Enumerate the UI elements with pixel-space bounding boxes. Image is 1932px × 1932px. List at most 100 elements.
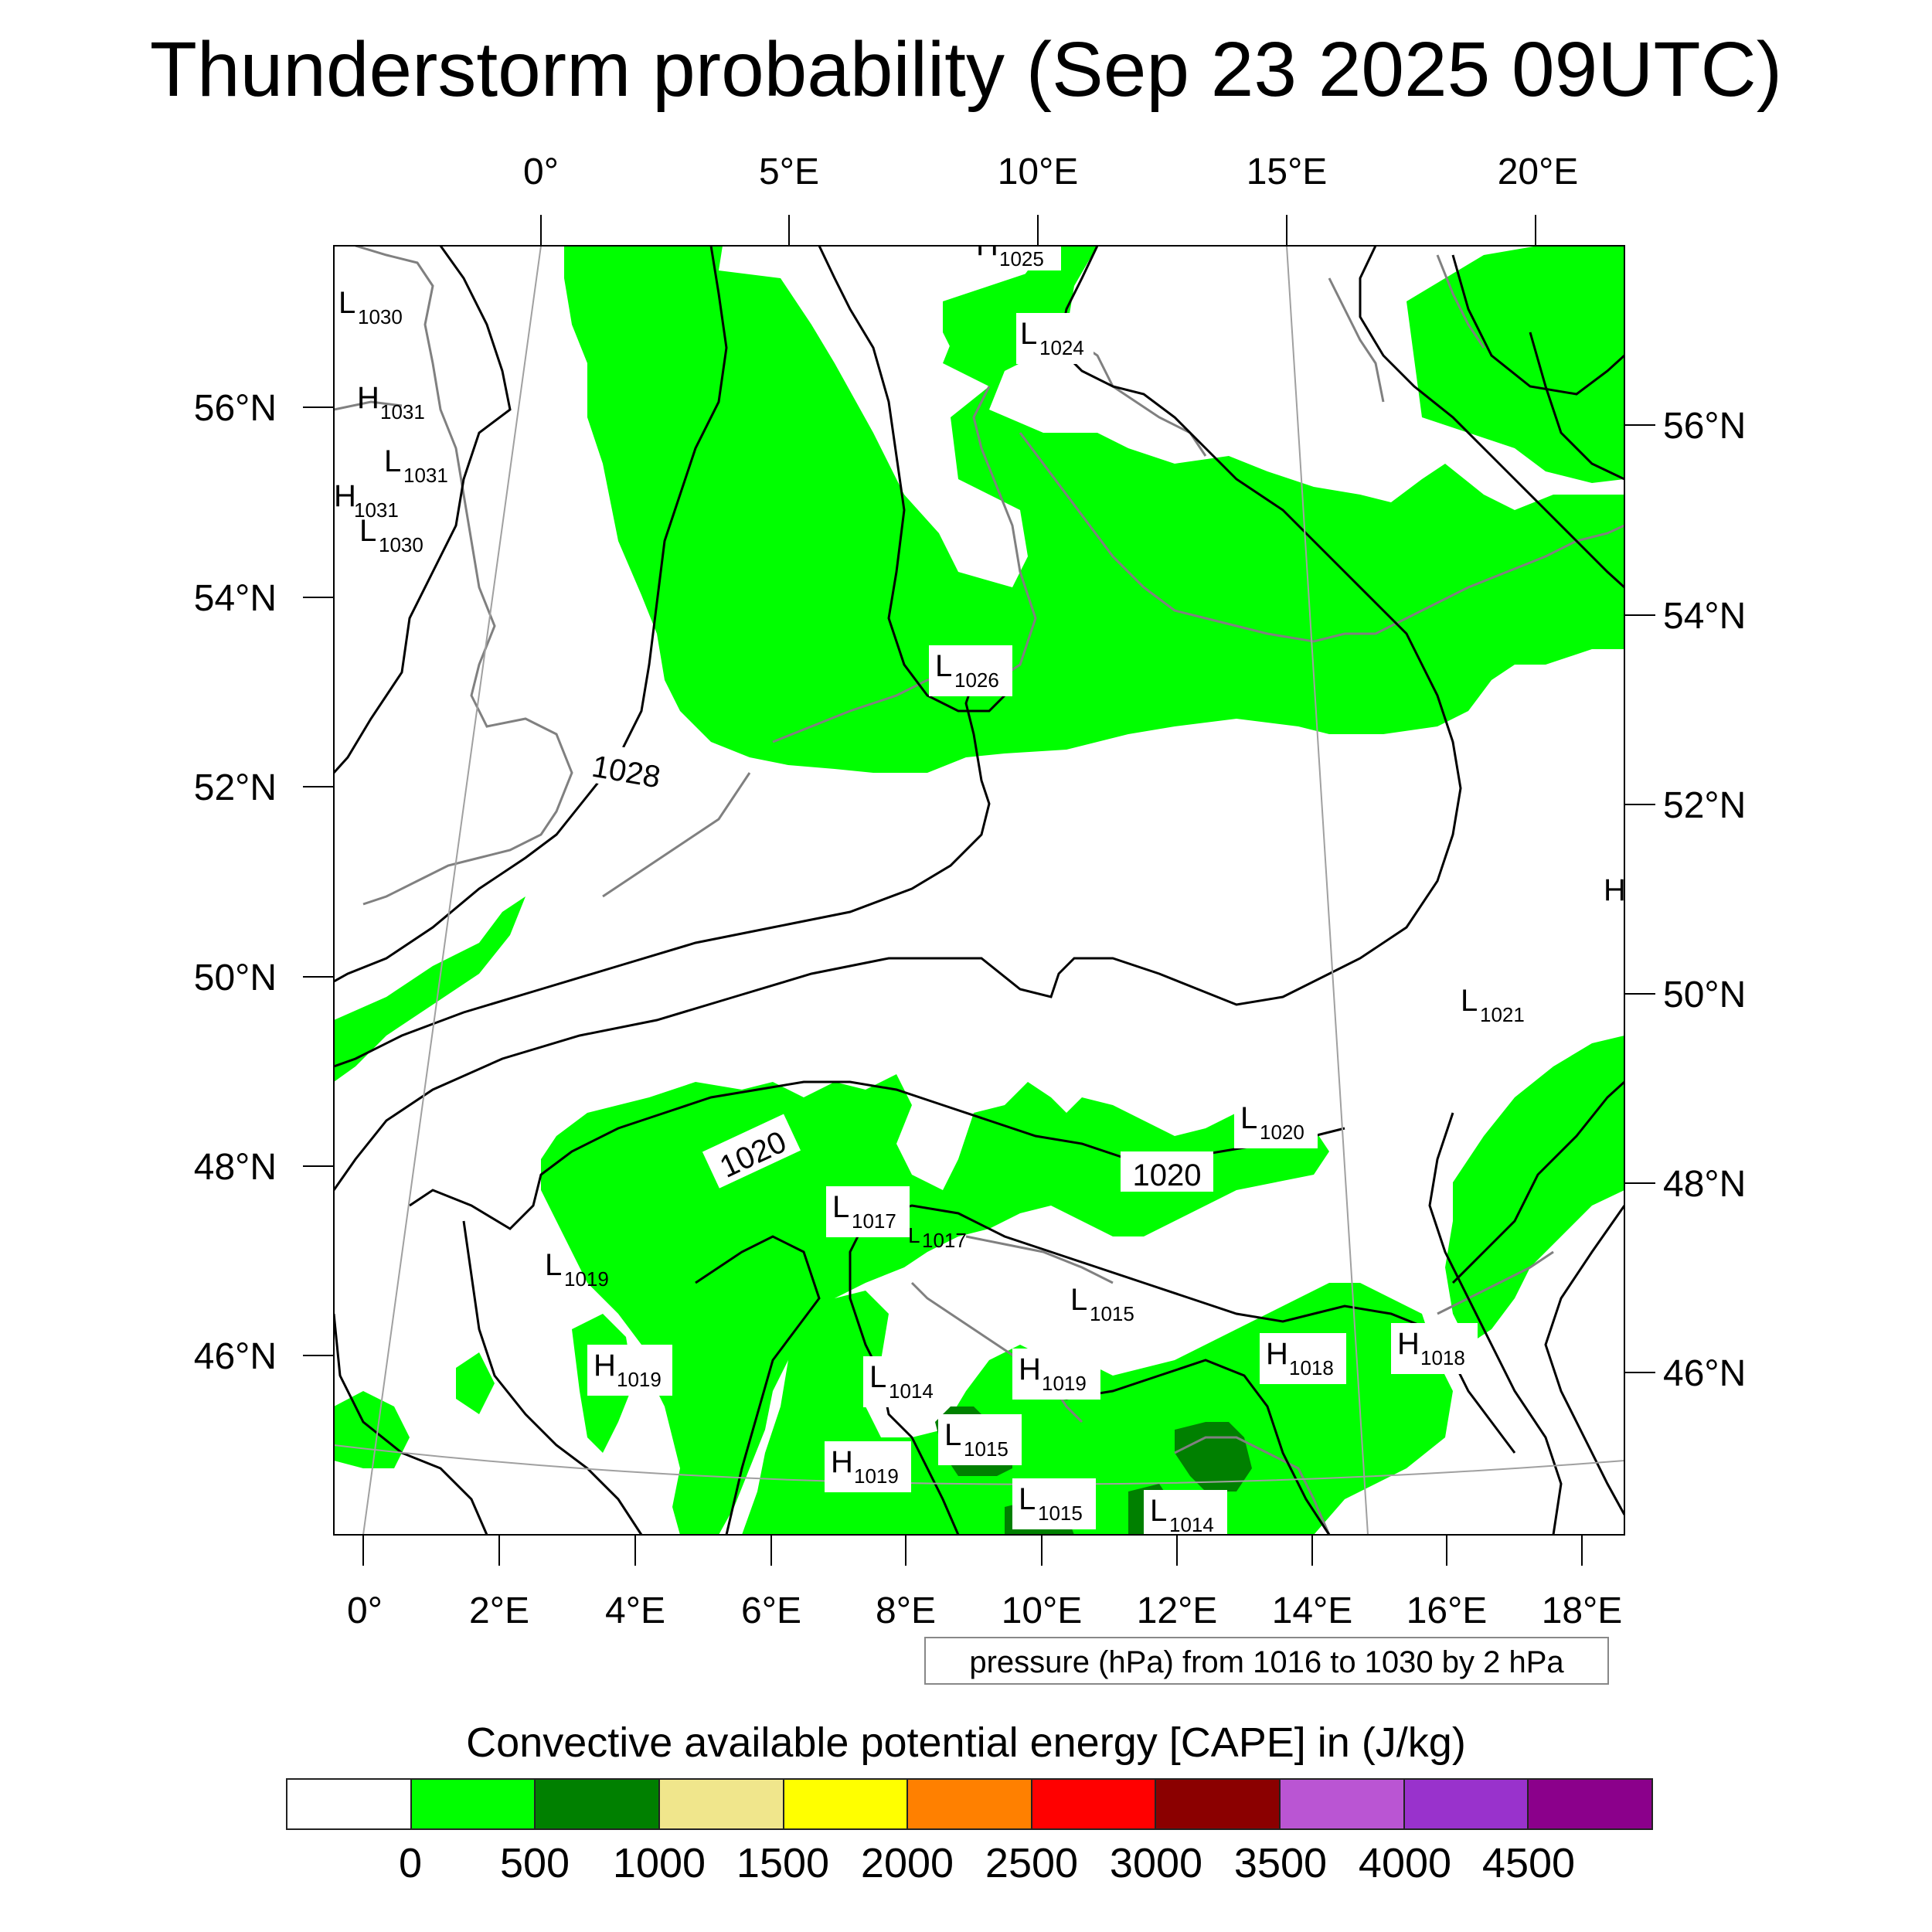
colorbar-swatch <box>1156 1780 1281 1828</box>
pressure-system-value: 1014 <box>889 1379 934 1403</box>
pressure-system-value: 1019 <box>1042 1372 1087 1395</box>
lon-label: 10°E <box>1002 1590 1083 1631</box>
pressure-system-value: 1020 <box>1260 1121 1304 1144</box>
lat-label: 48°N <box>1663 1164 1746 1205</box>
pressure-system-type: H <box>976 228 998 262</box>
pressure-system-value: 1014 <box>1169 1513 1214 1536</box>
graticule <box>334 246 1624 1535</box>
pressure-system-value: 1030 <box>358 305 403 328</box>
colorbar-swatch <box>1404 1780 1529 1828</box>
pressure-system-value: 1019 <box>617 1368 662 1391</box>
right-lat-labels: 56°N 54°N 52°N 50°N 48°N 46°N <box>1663 406 1746 1394</box>
pressure-system-type: L <box>908 1223 920 1247</box>
plot-frame <box>333 245 1625 1536</box>
pressure-system-labels: H 1025 L 1030 H 1031 L 1031 H 1031 L 103… <box>334 228 1626 1536</box>
lon-label: 16°E <box>1406 1590 1488 1631</box>
colorbar-tick-labels: 0 500 1000 1500 2000 2500 3000 3500 4000… <box>0 1839 1932 1901</box>
pressure-system-type: H <box>1604 873 1626 907</box>
colorbar-swatch <box>536 1780 660 1828</box>
colorbar-tick-label: 3000 <box>1109 1840 1203 1886</box>
lon-label: 14°E <box>1272 1590 1353 1631</box>
pressure-system-type: L <box>1020 317 1037 351</box>
pressure-system-value: 1025 <box>999 247 1044 270</box>
pressure-system-value: 1017 <box>852 1209 896 1233</box>
pressure-system-value: 1024 <box>1039 336 1084 359</box>
pressure-system-type: L <box>935 649 952 683</box>
pressure-system-value: 1031 <box>403 464 448 487</box>
pressure-system-value: 1019 <box>854 1464 899 1488</box>
colorbar-swatch <box>1281 1780 1405 1828</box>
lon-label: 2°E <box>469 1590 529 1631</box>
lat-label: 46°N <box>194 1336 277 1377</box>
colorbar-swatch <box>659 1780 784 1828</box>
lat-label: 50°N <box>1663 975 1746 1015</box>
colorbar-tick-label: 2500 <box>985 1840 1079 1886</box>
top-lon-labels: 0° 5°E 10°E 15°E 20°E <box>523 151 1578 192</box>
colorbar-tick-label: 1500 <box>736 1840 830 1886</box>
pressure-system-type: L <box>338 286 355 320</box>
lon-label: 10°E <box>998 151 1079 192</box>
colorbar <box>286 1778 1653 1830</box>
isobar-label-1020-b: 1020 <box>1133 1158 1202 1192</box>
pressure-system-value: 1015 <box>1038 1502 1083 1525</box>
pressure-system-value: 1018 <box>1420 1346 1465 1369</box>
colorbar-swatch <box>1529 1780 1652 1828</box>
pressure-system-type: L <box>545 1248 562 1282</box>
pressure-contour-note: pressure (hPa) from 1016 to 1030 by 2 hP… <box>924 1637 1609 1685</box>
lat-label: 50°N <box>194 957 277 998</box>
lon-label: 0° <box>523 151 559 192</box>
pressure-system-type: H <box>831 1445 853 1479</box>
pressure-system-type: H <box>594 1349 616 1383</box>
colorbar-swatch <box>411 1780 536 1828</box>
lon-label: 4°E <box>605 1590 665 1631</box>
lat-label: 56°N <box>194 388 277 429</box>
lon-label: 0° <box>347 1590 383 1631</box>
colorbar-tick-label: 1000 <box>612 1840 706 1886</box>
pressure-system-type: L <box>1019 1482 1036 1516</box>
plot-area: 1028 1020 1020 H 1025 L 1030 H <box>334 228 1626 1536</box>
pressure-system-value: 1017 <box>922 1229 967 1252</box>
pressure-system-type: L <box>384 444 401 478</box>
pressure-system-type: L <box>869 1360 886 1394</box>
lat-label: 48°N <box>194 1147 277 1188</box>
lat-label: 54°N <box>194 578 277 619</box>
lon-label: 8°E <box>876 1590 936 1631</box>
colorbar-tick-label: 500 <box>499 1840 570 1886</box>
lon-label: 6°E <box>741 1590 801 1631</box>
colorbar-swatch <box>784 1780 909 1828</box>
colorbar-swatch <box>287 1780 412 1828</box>
pressure-system-value: 1031 <box>354 498 399 522</box>
pressure-system-type: L <box>359 514 376 548</box>
lon-label: 5°E <box>759 151 819 192</box>
colorbar-tick-label: 2000 <box>860 1840 954 1886</box>
lat-label: 56°N <box>1663 406 1746 447</box>
coastlines <box>334 246 1624 1535</box>
pressure-system-type: H <box>334 479 356 513</box>
pressure-system-value: 1019 <box>564 1267 609 1291</box>
lon-label: 12°E <box>1137 1590 1218 1631</box>
tick-marks <box>303 215 1655 1566</box>
lat-label: 52°N <box>194 767 277 808</box>
pressure-system-type: L <box>1461 984 1478 1018</box>
pressure-system-type: L <box>944 1418 961 1452</box>
bottom-lon-labels: 0° 2°E 4°E 6°E 8°E 10°E 12°E 14°E 16°E 1… <box>347 1590 1622 1631</box>
colorbar-tick-label: 3500 <box>1233 1840 1328 1886</box>
lat-label: 52°N <box>1663 785 1746 826</box>
pressure-system-value: 1018 <box>1289 1356 1334 1379</box>
colorbar-title: Convective available potential energy [C… <box>466 1719 1466 1766</box>
colorbar-tick-label: 4500 <box>1481 1840 1576 1886</box>
pressure-system-value: 1026 <box>954 668 999 692</box>
lon-label: 18°E <box>1542 1590 1623 1631</box>
pressure-system-type: L <box>832 1190 849 1224</box>
lon-label: 15°E <box>1247 151 1328 192</box>
pressure-system-type: L <box>1070 1283 1087 1317</box>
pressure-system-type: H <box>1266 1337 1288 1371</box>
colorbar-tick-label: 0 <box>398 1840 423 1886</box>
pressure-system-value: 1015 <box>964 1437 1009 1461</box>
pressure-system-type: L <box>1240 1101 1257 1135</box>
colorbar-tick-label: 4000 <box>1358 1840 1452 1886</box>
pressure-system-value: 1031 <box>380 400 425 423</box>
colorbar-swatch <box>1032 1780 1157 1828</box>
pressure-system-type: H <box>357 381 379 415</box>
